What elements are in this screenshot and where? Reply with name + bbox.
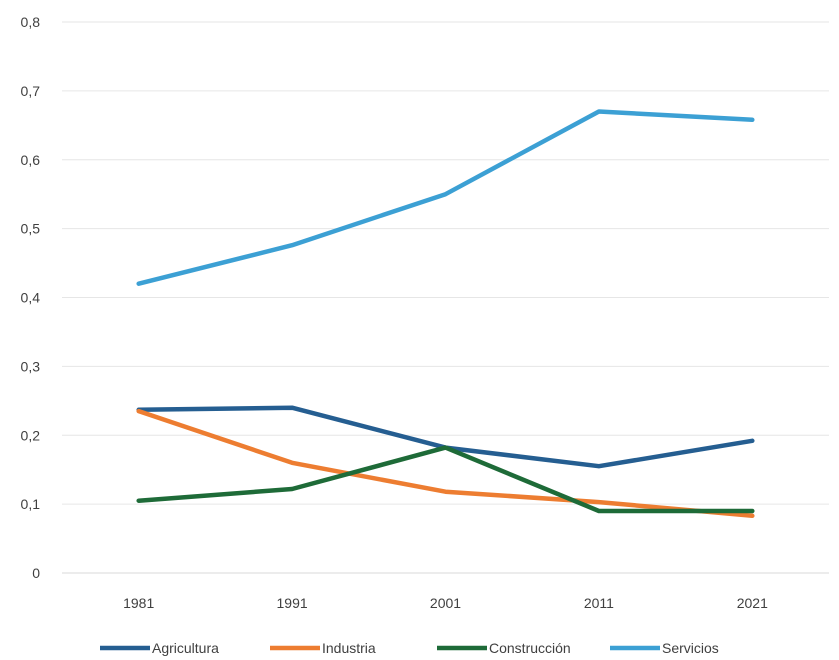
y-tick-label: 0,3 <box>21 358 41 374</box>
y-axis-ticks: 0 0,1 0,2 0,3 0,4 0,5 0,6 0,7 0,8 <box>21 14 41 581</box>
series-line-servicios <box>136 109 755 286</box>
x-tick-label: 1991 <box>277 595 308 611</box>
x-tick-label: 2001 <box>430 595 461 611</box>
y-tick-label: 0,5 <box>21 221 41 237</box>
gridlines <box>62 21 829 574</box>
y-tick-label: 0,2 <box>21 427 41 443</box>
y-tick-label: 0 <box>32 565 40 581</box>
legend-label: Servicios <box>662 640 719 656</box>
legend-item: Servicios <box>610 640 719 656</box>
legend-item: Construcción <box>437 640 571 656</box>
legend-label: Agricultura <box>152 640 219 656</box>
legend-label: Industria <box>322 640 376 656</box>
y-tick-label: 0,7 <box>21 83 41 99</box>
series-line-industria <box>136 408 755 519</box>
legend-item: Agricultura <box>100 640 219 656</box>
y-tick-label: 0,4 <box>21 290 41 306</box>
x-tick-label: 2021 <box>737 595 768 611</box>
y-tick-label: 0,1 <box>21 496 41 512</box>
y-tick-label: 0,8 <box>21 14 41 30</box>
y-tick-label: 0,6 <box>21 152 41 168</box>
legend: Agricultura Industria Construcción Servicio… <box>100 640 719 656</box>
series-lines <box>136 109 755 519</box>
legend-item: Industria <box>270 640 376 656</box>
series-line-agricultura <box>136 405 755 469</box>
x-tick-label: 1981 <box>123 595 154 611</box>
x-tick-label: 2011 <box>584 595 614 611</box>
x-axis-ticks: 1981 1991 2001 2011 2021 <box>123 595 768 611</box>
legend-label: Construcción <box>489 640 571 656</box>
